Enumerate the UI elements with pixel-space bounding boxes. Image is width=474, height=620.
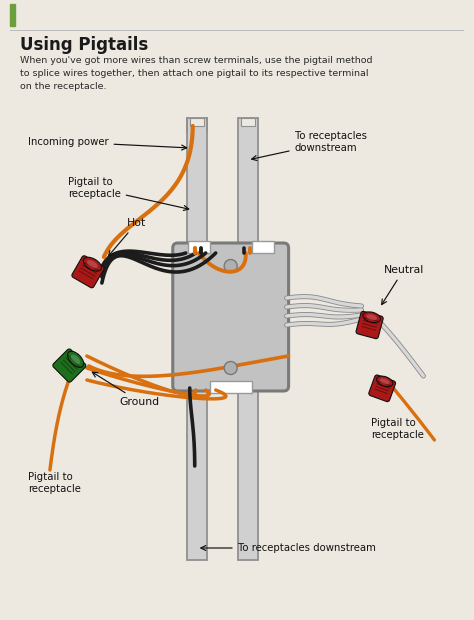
Text: To receptacles
downstream: To receptacles downstream: [252, 131, 366, 161]
Text: Pigtail to
receptacle: Pigtail to receptacle: [68, 177, 189, 210]
Bar: [190, 118, 204, 126]
Text: Hot: Hot: [109, 218, 146, 256]
FancyBboxPatch shape: [356, 311, 383, 339]
Bar: [237, 118, 258, 248]
Bar: [188, 241, 210, 253]
Text: Incoming power: Incoming power: [28, 137, 187, 150]
Bar: [237, 386, 258, 560]
Text: Ground: Ground: [92, 372, 160, 407]
FancyBboxPatch shape: [72, 255, 104, 288]
Bar: [10, 4, 15, 26]
Text: Neutral: Neutral: [382, 265, 424, 304]
Text: To receptacles downstream: To receptacles downstream: [201, 543, 375, 553]
Bar: [210, 381, 252, 393]
Bar: [252, 241, 273, 253]
FancyBboxPatch shape: [53, 349, 86, 382]
Bar: [187, 386, 207, 560]
Ellipse shape: [380, 378, 390, 384]
Ellipse shape: [376, 376, 393, 387]
Text: When you've got more wires than screw terminals, use the pigtail method
to splic: When you've got more wires than screw te…: [20, 56, 373, 91]
Text: Using Pigtails: Using Pigtails: [20, 36, 148, 54]
Text: Pigtail to
receptacle: Pigtail to receptacle: [28, 472, 81, 494]
Ellipse shape: [366, 314, 377, 320]
Ellipse shape: [67, 352, 83, 368]
Bar: [187, 118, 207, 248]
FancyBboxPatch shape: [369, 375, 396, 402]
Ellipse shape: [87, 260, 98, 268]
Ellipse shape: [363, 312, 381, 322]
Text: Pigtail to
receptacle: Pigtail to receptacle: [372, 418, 424, 440]
Ellipse shape: [83, 257, 101, 271]
Circle shape: [224, 260, 237, 273]
Bar: [241, 118, 255, 126]
Circle shape: [224, 361, 237, 374]
Ellipse shape: [71, 355, 80, 364]
FancyBboxPatch shape: [173, 243, 289, 391]
